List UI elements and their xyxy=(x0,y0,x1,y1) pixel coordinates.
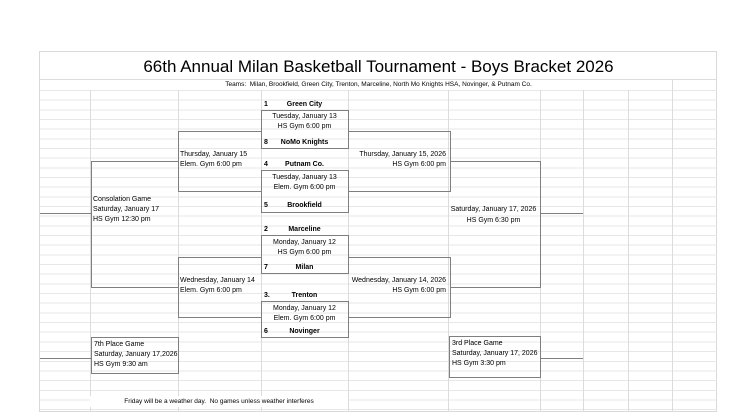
losers-bottom-label: Wednesday, January 14 Elem. Gym 6:00 pm xyxy=(180,277,255,294)
line-game3-loser xyxy=(178,257,261,258)
game2-date: Tuesday, January 13 xyxy=(272,174,337,181)
team-name: Putnam Co. xyxy=(285,161,324,168)
seed-number: 2 xyxy=(264,226,268,233)
game1-top-team: 1 Green City xyxy=(261,100,348,110)
seventh-place-label: 7th Place Game Saturday, January 17,2026… xyxy=(94,341,178,368)
game3-bottom-team: 7 Milan xyxy=(261,263,348,273)
line-third-place-out xyxy=(540,358,583,359)
game1-date: Tuesday, January 13 xyxy=(272,113,337,120)
line-game3-winner xyxy=(348,257,451,258)
game2-venue: Elem. Gym 6:00 pm xyxy=(273,184,336,191)
third-place-label: 3rd Place Game Saturday, January 17, 202… xyxy=(452,340,538,367)
game2-top-team: 4 Putnam Co. xyxy=(261,160,348,170)
seed-number: 3. xyxy=(264,292,270,299)
line-game1-loser xyxy=(178,131,261,132)
game3-date: Monday, January 12 xyxy=(273,239,336,246)
line-consolation-out xyxy=(40,213,91,214)
line-game2-loser xyxy=(178,191,261,192)
consolation-game-label: Consolation Game Saturday, January 17 HS… xyxy=(93,196,160,223)
game3-box xyxy=(261,235,349,274)
weather-note: Friday will be a weather day. No games u… xyxy=(90,396,348,407)
teams-list: Teams: Milan, Brookfield, Green City, Tr… xyxy=(225,81,532,88)
game1-venue: HS Gym 6:00 pm xyxy=(277,123,332,130)
team-name: Milan xyxy=(295,264,314,271)
semifinal-bottom-label: Wednesday, January 14, 2026 HS Gym 6:00 … xyxy=(351,277,446,294)
team-name: Marceline xyxy=(288,226,321,233)
line-game4-winner xyxy=(348,317,451,318)
championship-label: Saturday, January 17, 2026 HS Gym 6:30 p… xyxy=(450,206,537,224)
line-champion-out xyxy=(540,213,583,214)
game4-venue: Elem. Gym 6:00 pm xyxy=(273,315,336,322)
semifinal-top-label: Thursday, January 15, 2026 HS Gym 6:00 p… xyxy=(359,151,446,168)
seed-number: 8 xyxy=(264,139,268,146)
page-title: 66th Annual Milan Basketball Tournament … xyxy=(143,57,614,76)
line-losers-top-out xyxy=(91,161,178,162)
line-semifinal-top-out xyxy=(450,161,540,162)
line-game2-winner xyxy=(348,191,451,192)
seventh-place-box xyxy=(91,337,179,374)
line-seventh-place-feed xyxy=(40,358,91,359)
cell-grid xyxy=(40,79,717,412)
spreadsheet-bracket: 66th Annual Milan Basketball Tournament … xyxy=(39,51,717,412)
third-place-box xyxy=(449,336,541,378)
line-losers-top-vertical xyxy=(178,131,179,192)
seed-number: 5 xyxy=(264,202,268,209)
game2-box xyxy=(261,170,349,213)
seed-number: 1 xyxy=(264,101,268,108)
seed-number: 6 xyxy=(264,328,268,335)
line-championship-vertical xyxy=(540,161,541,288)
seed-number: 7 xyxy=(264,264,268,271)
line-game4-loser xyxy=(178,317,261,318)
game3-venue: HS Gym 6:00 pm xyxy=(277,249,332,256)
game3-top-team: 2 Marceline xyxy=(261,225,348,235)
game2-bottom-team: 5 Brookfield xyxy=(261,201,348,211)
team-name: Brookfield xyxy=(287,202,322,209)
game4-bottom-team: 6 Novinger xyxy=(261,327,348,337)
losers-top-label: Thursday, January 15 Elem. Gym 6:00 pm xyxy=(180,151,248,168)
game1-box xyxy=(261,110,349,149)
game4-box xyxy=(261,301,349,338)
header-divider xyxy=(40,79,717,80)
line-consolation-vertical xyxy=(91,161,92,288)
team-name: Novinger xyxy=(289,328,320,335)
line-semifinal-bottom-out xyxy=(450,287,540,288)
team-name: NoMo Knights xyxy=(280,139,329,146)
line-losers-bottom-out xyxy=(91,287,178,288)
line-losers-bottom-vertical xyxy=(178,257,179,318)
game4-date: Monday, January 12 xyxy=(273,305,336,312)
line-game1-winner xyxy=(348,131,451,132)
game4-top-team: 3. Trenton xyxy=(261,291,348,301)
team-name: Green City xyxy=(286,101,323,108)
seed-number: 4 xyxy=(264,161,268,168)
game1-bottom-team: 8 NoMo Knights xyxy=(261,138,348,148)
team-name: Trenton xyxy=(291,292,318,299)
